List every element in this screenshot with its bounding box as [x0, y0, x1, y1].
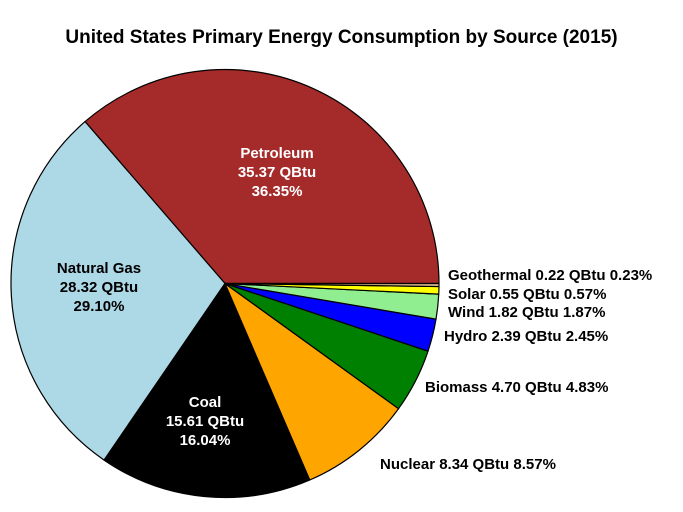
- slice-label-coal-qty: 15.61 QBtu: [165, 413, 245, 430]
- pie-slice-petroleum: [84, 68, 440, 285]
- side-label-wind: Wind 1.82 QBtu 1.87%: [448, 304, 606, 321]
- slice-label-natural-gas-qty: 28.32 QBtu: [59, 279, 139, 296]
- chart-title: United States Primary Energy Consumption…: [65, 27, 618, 48]
- side-label-solar: Solar 0.55 QBtu 0.57%: [448, 286, 607, 303]
- slice-label-petroleum-pct: 36.35%: [251, 183, 303, 200]
- pie-slice-geothermal: [224, 282, 440, 288]
- slice-label-coal-name: Coal: [188, 394, 222, 411]
- slice-label-petroleum-qty: 35.37 QBtu: [237, 164, 317, 181]
- slice-label-natural-gas-pct: 29.10%: [73, 298, 125, 315]
- side-label-biomass: Biomass 4.70 QBtu 4.83%: [425, 379, 609, 396]
- side-label-hydro: Hydro 2.39 QBtu 2.45%: [444, 328, 609, 345]
- slice-label-petroleum: Petroleum 35.37 QBtu 36.35%: [238, 144, 316, 201]
- pie-slice-nuclear: [224, 282, 400, 481]
- pie-slice-coal: [103, 282, 311, 499]
- pie-slice-natural-gas: [10, 121, 226, 461]
- slice-label-petroleum-name: Petroleum: [240, 145, 314, 162]
- side-label-nuclear: Nuclear 8.34 QBtu 8.57%: [380, 456, 556, 473]
- pie: [10, 68, 440, 499]
- slice-label-natural-gas: Natural Gas 28.32 QBtu 29.10%: [57, 259, 141, 316]
- slice-label-coal-pct: 16.04%: [179, 432, 231, 449]
- slice-label-coal: Coal 15.61 QBtu 16.04%: [166, 393, 244, 450]
- slice-label-natural-gas-name: Natural Gas: [56, 260, 142, 277]
- side-label-geothermal: Geothermal 0.22 QBtu 0.23%: [448, 267, 653, 284]
